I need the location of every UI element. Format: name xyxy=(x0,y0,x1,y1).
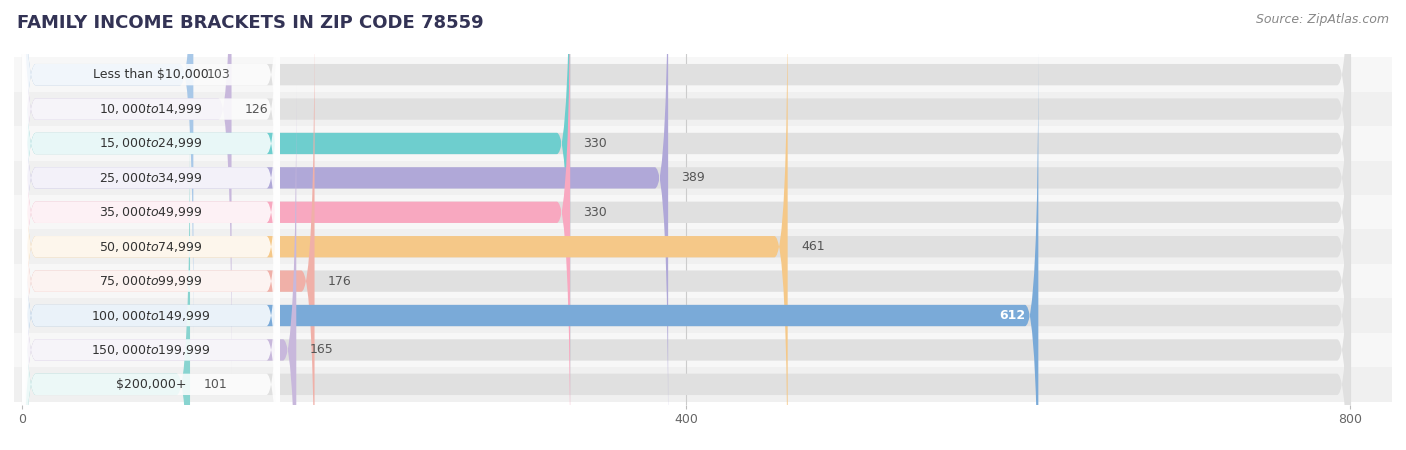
FancyBboxPatch shape xyxy=(22,0,280,442)
Text: $15,000 to $24,999: $15,000 to $24,999 xyxy=(100,136,202,150)
Bar xyxy=(14,58,1392,92)
Text: 330: 330 xyxy=(583,137,607,150)
FancyBboxPatch shape xyxy=(22,86,297,450)
Text: 330: 330 xyxy=(583,206,607,219)
FancyBboxPatch shape xyxy=(22,0,280,408)
Text: 101: 101 xyxy=(204,378,226,391)
FancyBboxPatch shape xyxy=(22,0,280,450)
Text: 389: 389 xyxy=(682,171,706,184)
FancyBboxPatch shape xyxy=(22,17,1350,450)
Text: $150,000 to $199,999: $150,000 to $199,999 xyxy=(91,343,211,357)
FancyBboxPatch shape xyxy=(22,0,787,450)
FancyBboxPatch shape xyxy=(22,86,280,450)
FancyBboxPatch shape xyxy=(22,0,1350,442)
FancyBboxPatch shape xyxy=(22,17,315,450)
Text: 612: 612 xyxy=(998,309,1025,322)
Text: $35,000 to $49,999: $35,000 to $49,999 xyxy=(100,205,202,219)
FancyBboxPatch shape xyxy=(22,120,190,450)
FancyBboxPatch shape xyxy=(22,51,1039,450)
FancyBboxPatch shape xyxy=(22,0,1350,450)
Text: 461: 461 xyxy=(801,240,824,253)
Text: $200,000+: $200,000+ xyxy=(115,378,186,391)
Text: 103: 103 xyxy=(207,68,231,81)
Text: $50,000 to $74,999: $50,000 to $74,999 xyxy=(100,240,202,254)
Text: $100,000 to $149,999: $100,000 to $149,999 xyxy=(91,309,211,323)
Text: FAMILY INCOME BRACKETS IN ZIP CODE 78559: FAMILY INCOME BRACKETS IN ZIP CODE 78559 xyxy=(17,14,484,32)
FancyBboxPatch shape xyxy=(22,0,194,339)
FancyBboxPatch shape xyxy=(22,0,1350,408)
FancyBboxPatch shape xyxy=(22,120,280,450)
Text: $25,000 to $34,999: $25,000 to $34,999 xyxy=(100,171,202,185)
FancyBboxPatch shape xyxy=(22,0,232,374)
FancyBboxPatch shape xyxy=(22,0,571,408)
Text: $10,000 to $14,999: $10,000 to $14,999 xyxy=(100,102,202,116)
FancyBboxPatch shape xyxy=(22,0,1350,450)
FancyBboxPatch shape xyxy=(22,17,280,450)
Bar xyxy=(14,92,1392,126)
FancyBboxPatch shape xyxy=(22,0,1350,374)
FancyBboxPatch shape xyxy=(22,0,1350,339)
FancyBboxPatch shape xyxy=(22,0,571,450)
Text: Less than $10,000: Less than $10,000 xyxy=(93,68,209,81)
Bar xyxy=(14,333,1392,367)
FancyBboxPatch shape xyxy=(22,51,1350,450)
FancyBboxPatch shape xyxy=(22,0,280,374)
Text: 165: 165 xyxy=(309,343,333,356)
Bar xyxy=(14,264,1392,298)
Bar xyxy=(14,298,1392,333)
Text: Source: ZipAtlas.com: Source: ZipAtlas.com xyxy=(1256,14,1389,27)
FancyBboxPatch shape xyxy=(22,0,280,339)
FancyBboxPatch shape xyxy=(22,120,1350,450)
Bar xyxy=(14,126,1392,161)
Bar xyxy=(14,161,1392,195)
Bar xyxy=(14,367,1392,401)
FancyBboxPatch shape xyxy=(22,51,280,450)
FancyBboxPatch shape xyxy=(22,0,668,442)
Text: 176: 176 xyxy=(328,274,352,288)
Bar xyxy=(14,195,1392,230)
Text: 126: 126 xyxy=(245,103,269,116)
Text: $75,000 to $99,999: $75,000 to $99,999 xyxy=(100,274,202,288)
FancyBboxPatch shape xyxy=(22,0,280,450)
Bar xyxy=(14,230,1392,264)
FancyBboxPatch shape xyxy=(22,86,1350,450)
